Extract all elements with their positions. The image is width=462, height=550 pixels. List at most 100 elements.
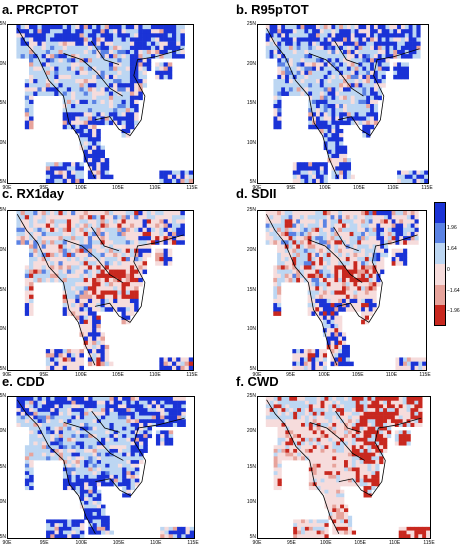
grid-cell: [363, 437, 368, 442]
grid-cell: [390, 408, 396, 413]
grid-cell: [385, 33, 390, 38]
grid-cell: [364, 311, 370, 316]
grid-cell: [58, 54, 63, 59]
grid-cell: [280, 252, 286, 258]
map-grid-rx1day: [16, 211, 193, 370]
grid-cell: [346, 79, 352, 84]
grid-cell: [79, 298, 84, 304]
grid-cell: [416, 174, 421, 180]
grid-cell: [292, 223, 297, 229]
grid-cell: [54, 526, 60, 531]
grid-cell: [46, 526, 51, 531]
grid-cell: [399, 248, 404, 254]
grid-cell: [370, 95, 375, 101]
grid-cell: [357, 219, 362, 224]
grid-cell: [319, 66, 324, 72]
grid-cell: [92, 240, 97, 245]
grid-cell: [134, 66, 139, 72]
grid-cell: [281, 91, 286, 96]
grid-cell: [24, 236, 30, 241]
grid-cell: [354, 45, 359, 51]
grid-cell: [400, 66, 406, 72]
grid-cell: [24, 269, 30, 275]
grid-cell: [380, 248, 385, 254]
grid-cell: [79, 482, 85, 487]
grid-cell: [372, 282, 377, 287]
grid-cell: [50, 437, 55, 442]
grid-cell: [265, 227, 270, 233]
grid-cell: [75, 244, 80, 249]
grid-cell: [346, 99, 352, 105]
grid-cell: [402, 422, 407, 427]
grid-cell: [323, 166, 328, 171]
grid-cell: [67, 467, 72, 472]
grid-cell: [319, 170, 324, 175]
grid-cell: [108, 244, 114, 249]
grid-cell: [146, 244, 152, 249]
grid-cell: [96, 397, 102, 402]
grid-cell: [100, 170, 105, 175]
grid-cell: [79, 404, 85, 409]
grid-cell: [297, 411, 302, 416]
grid-cell: [121, 319, 127, 325]
grid-cell: [37, 445, 43, 450]
grid-cell: [83, 149, 89, 155]
grid-cell: [277, 70, 282, 76]
grid-cell: [330, 286, 335, 291]
grid-cell: [37, 227, 42, 233]
grid-cell: [134, 482, 140, 487]
grid-cell: [180, 240, 185, 245]
y-tick-label: 20N: [246, 60, 256, 67]
grid-cell: [83, 223, 89, 229]
grid-cell: [277, 112, 282, 117]
grid-cell: [308, 29, 313, 34]
map-grid-r95ptot: [265, 25, 428, 183]
grid-cell: [163, 74, 169, 80]
grid-cell: [288, 269, 293, 275]
grid-cell: [312, 434, 317, 439]
grid-cell: [304, 434, 310, 439]
grid-cell: [281, 25, 286, 30]
grid-cell: [50, 33, 55, 38]
grid-cell: [367, 422, 372, 427]
grid-cell: [364, 294, 370, 300]
x-tick-label: 110E: [149, 185, 161, 191]
grid-cell: [50, 534, 55, 538]
grid-cell: [408, 54, 413, 59]
grid-cell: [334, 353, 339, 358]
grid-cell: [361, 265, 366, 270]
grid-cell: [125, 66, 131, 72]
grid-cell: [104, 108, 110, 113]
grid-cell: [24, 91, 30, 96]
grid-cell: [117, 120, 122, 126]
grid-cell: [343, 158, 348, 163]
grid-cell: [406, 361, 412, 367]
grid-cell: [79, 133, 84, 138]
grid-cell: [134, 467, 140, 472]
grid-cell: [24, 54, 30, 59]
grid-cell: [406, 434, 411, 439]
y-tick-label: 10N: [246, 139, 256, 146]
grid-cell: [319, 298, 324, 304]
grid-cell: [79, 415, 85, 420]
grid-cell: [66, 95, 72, 101]
grid-cell: [163, 37, 169, 42]
grid-cell: [296, 252, 301, 258]
grid-cell: [330, 303, 335, 308]
grid-cell: [121, 269, 127, 275]
grid-cell: [331, 37, 336, 42]
grid-cell: [50, 397, 55, 402]
grid-cell: [293, 404, 298, 409]
grid-cell: [381, 49, 386, 55]
grid-cell: [303, 261, 308, 266]
grid-cell: [104, 261, 110, 266]
grid-cell: [357, 269, 362, 275]
grid-cell: [414, 227, 419, 233]
grid-cell: [134, 244, 139, 249]
grid-cell: [163, 219, 169, 224]
grid-cell: [126, 482, 131, 487]
grid-cell: [273, 294, 278, 300]
grid-cell: [307, 349, 312, 354]
grid-cell: [391, 223, 396, 229]
grid-cell: [121, 108, 127, 113]
